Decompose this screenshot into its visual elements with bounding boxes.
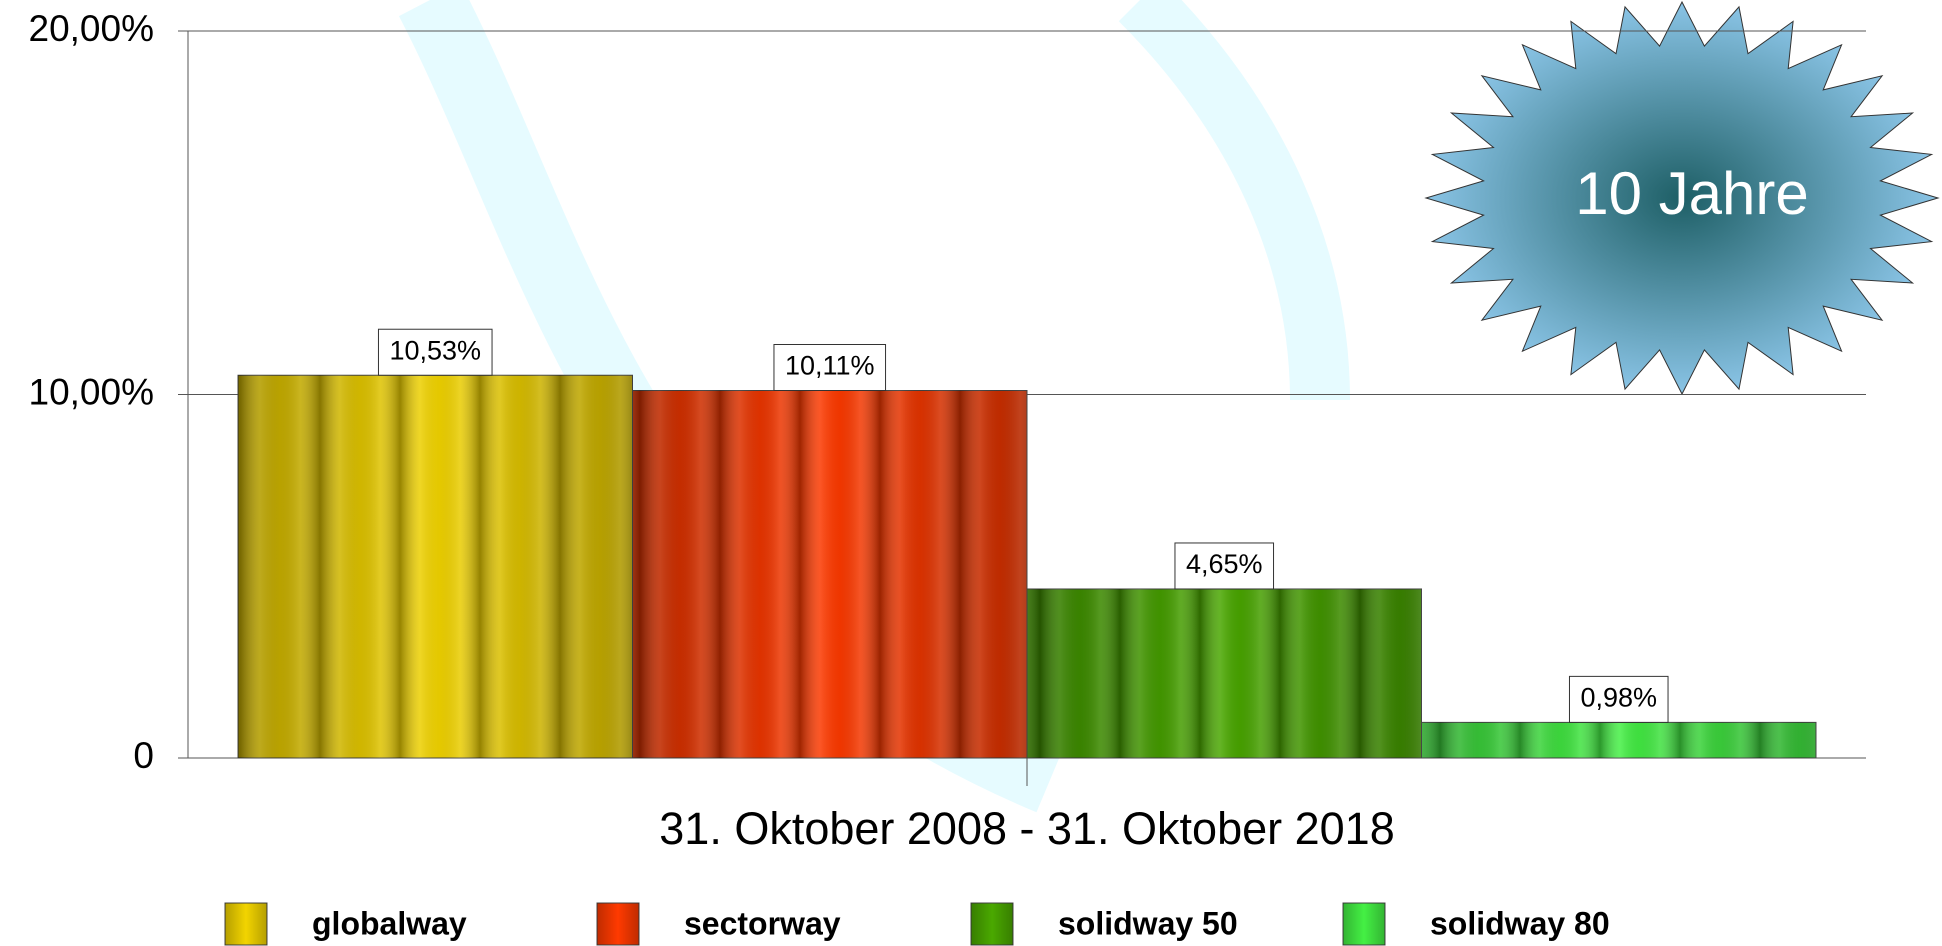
data-label: 10,11% [785,351,875,381]
data-label-box [377,328,493,376]
starburst: 10 Jahre [1424,0,1940,396]
annotation: 10 Jahre [1575,160,1809,227]
legend-label: solidway 80 [1430,905,1610,941]
y-tick-label: 0 [133,735,154,776]
x-tick-label: 31. Oktober 2008 - 31. Oktober 2018 [659,803,1394,854]
legend-swatch-shade [597,903,639,945]
data-label: 0,98% [1580,683,1657,713]
y-tick-label: 10,00% [29,371,155,412]
y-tick-label: 20,00% [29,8,155,49]
bar-shade [1027,588,1422,758]
legend-label: solidway 50 [1058,905,1238,941]
bar-shade [238,375,633,758]
legend-swatch-shade [971,903,1013,945]
data-label: 4,65% [1186,549,1263,579]
legend-label: sectorway [684,905,841,941]
data-label-box [773,344,887,392]
data-label: 10,53% [389,335,481,365]
background-arc [1118,0,1350,401]
legend-swatch-shade [225,903,267,945]
data-label-box [1174,542,1275,590]
bar-shade [632,390,1027,758]
bar-shade [1421,722,1816,758]
legend-label: globalway [312,905,467,941]
legend-swatch-shade [1343,903,1385,945]
data-label-box [1568,675,1669,723]
